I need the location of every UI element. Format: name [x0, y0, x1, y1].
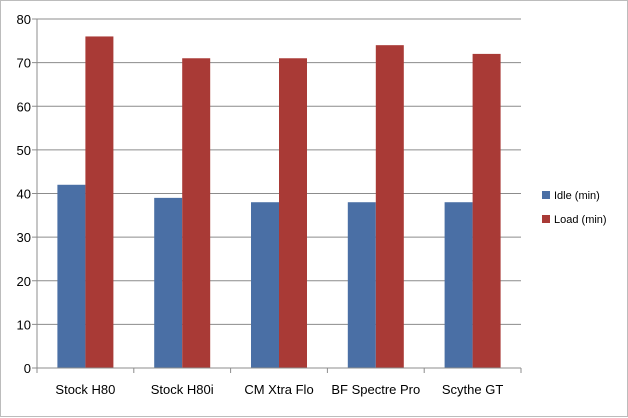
y-tick-label: 10	[17, 317, 31, 332]
x-tick-label: CM Xtra Flo	[244, 382, 313, 397]
tick-labels: 0 10 20 30 40 50 60 70 80 Stock H80 Stock H80i CM X…	[17, 12, 504, 397]
bar-load	[85, 36, 114, 368]
y-tick-label: 30	[17, 230, 31, 245]
bar-idle	[444, 202, 473, 368]
bars	[57, 36, 501, 369]
x-tick-label: Stock H80i	[151, 382, 214, 397]
bar-load	[279, 58, 307, 368]
y-tick-label: 0	[24, 361, 31, 376]
legend-label: Idle (min)	[554, 190, 600, 202]
y-tick-label: 80	[17, 12, 31, 27]
bar-load	[375, 45, 404, 369]
axes	[32, 18, 522, 373]
legend-swatch	[542, 191, 550, 199]
y-tick-label: 70	[17, 56, 31, 71]
bar-idle	[154, 197, 183, 368]
x-tick-label: Stock H80	[55, 382, 115, 397]
y-tick-label: 60	[17, 99, 31, 114]
legend-swatch	[542, 215, 550, 223]
legend: Idle (min) Load (min)	[542, 190, 607, 226]
bar-load	[472, 53, 501, 369]
bar-idle	[57, 184, 86, 368]
legend-label: Load (min)	[554, 214, 607, 226]
y-tick-label: 50	[17, 143, 31, 158]
bar-idle	[347, 202, 376, 368]
x-tick-label: BF Spectre Pro	[331, 382, 420, 397]
y-tick-label: 20	[17, 274, 31, 289]
bar-load	[182, 58, 211, 368]
bar-idle	[251, 202, 279, 368]
x-tick-label: Scythe GT	[442, 382, 503, 397]
y-tick-label: 40	[17, 187, 31, 202]
